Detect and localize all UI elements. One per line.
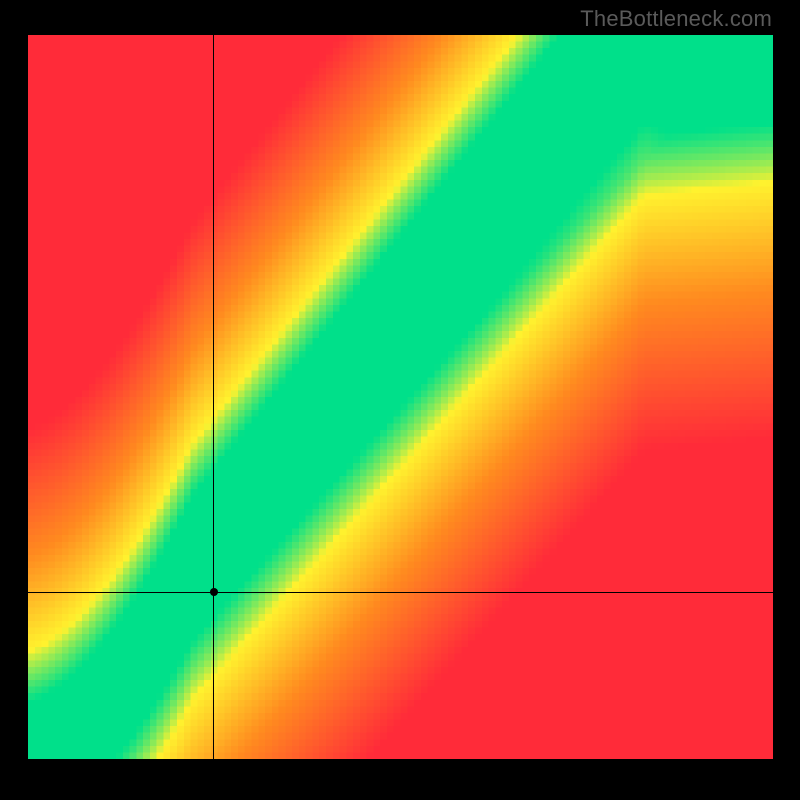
crosshair-horizontal [28,592,773,593]
chart-container: TheBottleneck.com [0,0,800,800]
watermark-text: TheBottleneck.com [580,6,772,32]
heatmap-canvas [28,35,773,759]
crosshair-vertical [213,35,214,759]
